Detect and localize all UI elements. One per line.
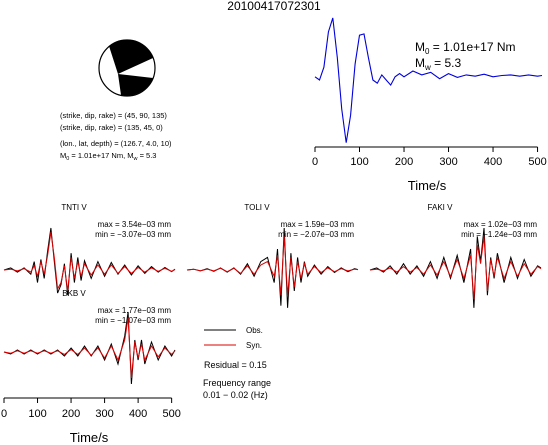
station-name-label: BKB V: [62, 289, 86, 298]
beachball-compression-quadrant-1: [109, 39, 153, 74]
station-syn-line: [3, 317, 176, 379]
bottom-tick-label: 200: [62, 408, 80, 420]
stf-tick-label: 0: [312, 156, 318, 168]
bottom-x-axis: Time/s 0 100 200 300 400 500: [1, 397, 181, 445]
beachball-compression-quadrant-2: [118, 74, 153, 96]
station-syn-line: [369, 236, 542, 300]
station-max-label: max = 1.77e−03 mm: [98, 306, 172, 315]
station-syn-line: [186, 236, 359, 296]
stf-magnitude-m: M: [415, 56, 425, 70]
station-name-label: TOLI V: [244, 203, 270, 212]
stf-moment-value: = 1.01e+17 Nm: [429, 40, 515, 54]
fault-plane-2: (strike, dip, rake) = (135, 45, 0): [60, 123, 163, 132]
moment-info-m-sub: 0: [66, 156, 69, 162]
moment-info-m: M: [60, 151, 66, 160]
stf-magnitude-sub: w: [424, 63, 431, 72]
source-time-function-panel: 0 100 200 300 400 500 M0 = 1.01e+17 Nm Mw = 5…: [312, 17, 547, 193]
stf-tick-label: 500: [528, 156, 546, 168]
fault-plane-1: (strike, dip, rake) = (45, 90, 135): [60, 111, 167, 120]
bottom-xlabel: Time/s: [70, 430, 109, 445]
bottom-tick-label: 0: [1, 408, 7, 420]
legend-residual: Residual = 0.15: [204, 360, 267, 370]
station-name-label: FAKI V: [428, 203, 454, 212]
station-max-label: max = 3.54e−03 mm: [98, 220, 172, 229]
station-min-label: min = −1.24e−03 mm: [461, 230, 537, 239]
station-min-label: min = −1.07e−03 mm: [95, 316, 171, 325]
stf-moment-label: M0 = 1.01e+17 Nm: [415, 40, 516, 56]
moment-info: M0 = 1.01e+17 Nm, Mw = 5.3: [60, 151, 156, 162]
station-obs-line: [186, 227, 359, 308]
bottom-tick-label: 400: [129, 408, 147, 420]
stf-x-axis: 0 100 200 300 400 500: [312, 146, 547, 168]
legend-syn-label: Syn.: [246, 341, 262, 350]
station-obs-line: [3, 227, 176, 296]
source-info: (strike, dip, rake) = (45, 90, 135) (str…: [60, 111, 172, 162]
legend-frequency-range: 0.01 − 0.02 (Hz): [203, 390, 268, 400]
station-max-label: max = 1.02e−03 mm: [464, 220, 538, 229]
stf-magnitude-value: = 5.3: [431, 56, 462, 70]
event-location: (lon., lat, depth) = (126.7, 4.0, 10): [60, 139, 172, 148]
moment-info-mid: = 1.01e+17 Nm, M: [69, 151, 133, 160]
legend: Obs. Syn. Residual = 0.15 Frequency rang…: [203, 326, 271, 400]
stf-tick-label: 100: [350, 156, 368, 168]
station-syn-line: [3, 232, 176, 292]
stf-tick-label: 200: [395, 156, 413, 168]
stf-tick-label: 400: [484, 156, 502, 168]
focal-mechanism-beachball: [98, 39, 156, 97]
bottom-tick-label: 300: [95, 408, 113, 420]
legend-frequency-title: Frequency range: [203, 378, 271, 388]
station-obs-line: [369, 227, 542, 308]
moment-info-mw-sub: w: [133, 156, 138, 162]
stf-moment-m: M: [415, 40, 425, 54]
bottom-tick-label: 100: [28, 408, 46, 420]
station-max-label: max = 1.59e−03 mm: [281, 220, 355, 229]
stf-series-line: [314, 17, 543, 143]
station-min-label: min = −2.07e−03 mm: [278, 230, 354, 239]
figure-title: 20100417072301: [227, 0, 321, 13]
stf-tick-label: 300: [439, 156, 457, 168]
moment-info-tail: = 5.3: [138, 151, 157, 160]
station-name-label: TNTI V: [61, 203, 87, 212]
legend-obs-label: Obs.: [246, 326, 263, 335]
station-min-label: min = −3.07e−03 mm: [95, 230, 171, 239]
stf-moment-sub: 0: [425, 47, 430, 56]
stf-magnitude-label: Mw = 5.3: [415, 56, 461, 72]
stf-xlabel: Time/s: [408, 178, 447, 193]
bottom-tick-label: 500: [162, 408, 180, 420]
